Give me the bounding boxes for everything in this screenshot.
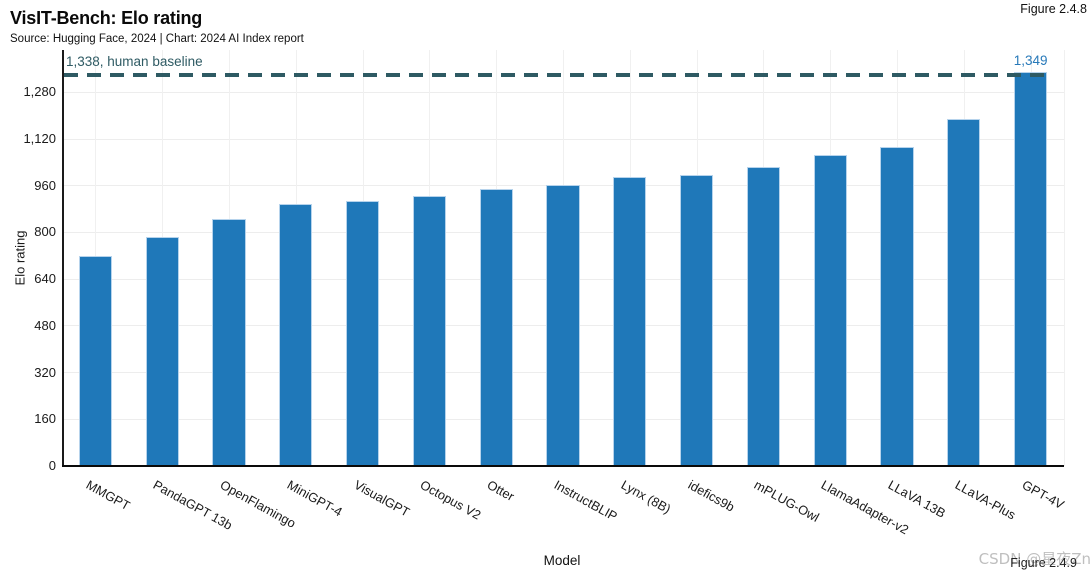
y-tick-label: 1,280	[23, 84, 56, 100]
human-baseline-label: 1,338, human baseline	[66, 54, 203, 70]
bar-visualgpt	[345, 200, 380, 466]
x-tick-label: LLaVA 13B	[885, 477, 949, 521]
watermark: CSDN @星夜Zn	[978, 550, 1091, 568]
y-tick-label: 1,120	[23, 131, 56, 147]
bar-lynx-8b-	[613, 177, 647, 466]
x-tick-label: Otter	[484, 477, 518, 504]
y-tick-label: 0	[48, 458, 56, 473]
bar-llamaadapter-v2	[813, 154, 847, 466]
y-tick-label: 800	[34, 224, 56, 240]
x-tick-label: mPLUG-Owl	[752, 477, 823, 525]
y-tick-label: 480	[34, 317, 56, 333]
bar-llava-13b	[880, 147, 914, 466]
bar-openflamingo	[212, 219, 246, 466]
x-tick-label: MiniGPT-4	[284, 477, 345, 520]
x-tick-label: idefics9b	[685, 477, 737, 515]
x-tick-label: InstructBLIP	[551, 477, 620, 524]
bar-minigpt-4	[279, 203, 313, 466]
bar-value-label: 1,349	[1013, 53, 1048, 69]
page-title: VisIT-Bench: Elo rating	[10, 8, 203, 28]
bar-gpt-4v	[1013, 72, 1048, 466]
x-tick-label: LLaVA-Plus	[952, 477, 1019, 523]
x-tick-label: VisualGPT	[351, 477, 412, 520]
bar-otter	[479, 189, 513, 466]
chart-source: Source: Hugging Face, 2024 | Chart: 2024…	[10, 33, 304, 45]
x-tick-label: Octopus V2	[418, 477, 484, 523]
x-axis-line	[62, 465, 1064, 467]
bar-mplug-owl	[746, 166, 781, 466]
y-tick-label: 320	[34, 364, 56, 380]
x-tick-label: Lynx (8B)	[618, 477, 674, 517]
figure-number-top: Figure 2.4.8	[1020, 2, 1087, 16]
bar-pandagpt-13b	[145, 236, 179, 466]
bar-mmgpt	[78, 255, 113, 466]
bar-octopus-v2	[412, 195, 447, 466]
y-tick-label: 160	[34, 411, 56, 427]
plot-right-edge	[1064, 50, 1065, 466]
y-tick-label: 960	[34, 177, 56, 193]
bar-idefics9b	[679, 175, 714, 466]
x-axis-title: Model	[543, 553, 581, 568]
x-tick-label: MMGPT	[84, 477, 134, 514]
y-axis-line	[62, 50, 64, 466]
bar-llava-plus	[947, 118, 981, 466]
x-tick-label: GPT-4V	[1019, 477, 1067, 513]
human-baseline-line	[64, 73, 1052, 78]
figure-number-bottom: Figure 2.4.9	[1010, 556, 1077, 570]
y-tick-label: 640	[34, 271, 56, 287]
bar-instructblip	[546, 185, 580, 466]
